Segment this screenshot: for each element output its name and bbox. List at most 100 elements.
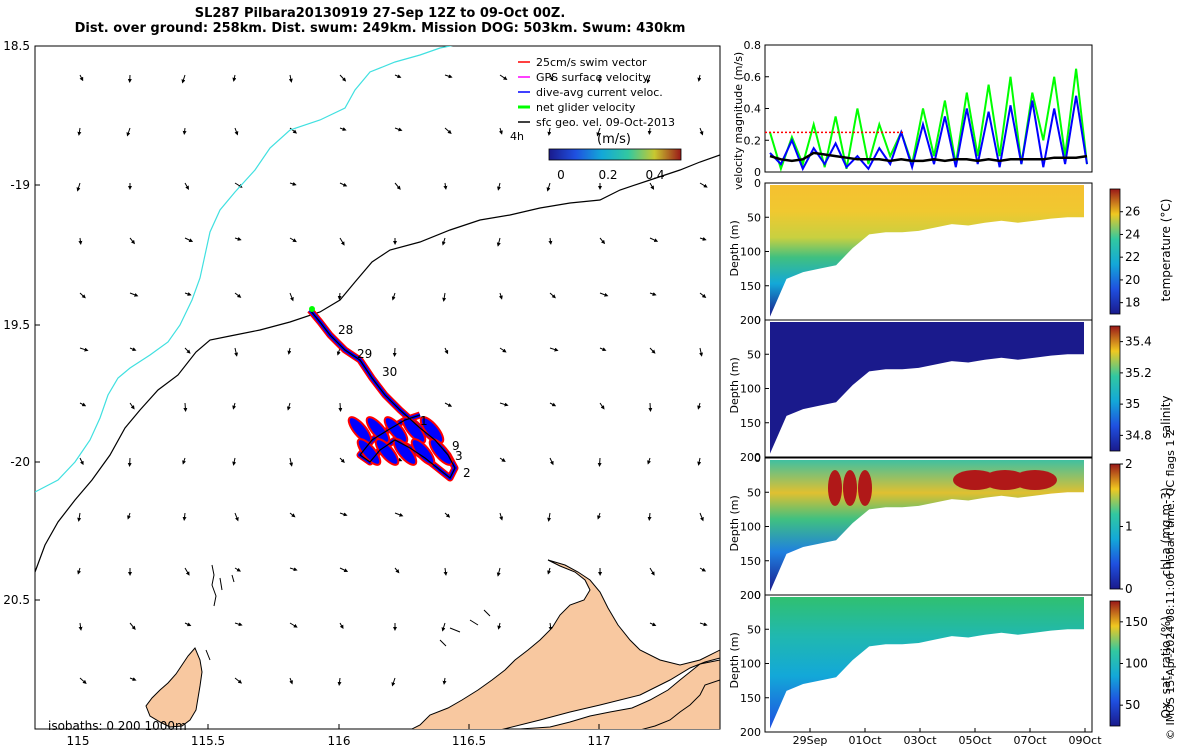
velocity-arrow [78,237,83,245]
depth-ylabel: Depth (m) [728,632,741,688]
day-label: 28 [338,323,353,337]
colorbar-tick: 26 [1125,205,1140,219]
day-label: 3 [455,449,463,463]
legend-entry: net glider velocity [536,101,636,114]
velocity-arrow [498,292,503,300]
velocity-arrow [394,74,402,79]
velocity-arrow [184,182,189,190]
velocity-arrow [444,74,453,79]
glider-path [309,309,456,479]
velocity-arrow [649,237,659,242]
colorbar-tick: 35.4 [1125,335,1152,349]
velocity-ytick: 0.2 [744,134,762,147]
velocity-arrow [599,402,605,410]
title-line-2: Dist. over ground: 258km. Dist. swum: 24… [74,21,686,36]
depth-ylabel: Depth (m) [728,357,741,413]
velocity-arrow [78,622,83,631]
chl-max-patch [843,470,857,506]
legend-entry: sfc geo. vel. 09-Oct-2013 [536,116,675,129]
heatmap-colorbar [1109,188,1121,315]
velocity-arrow [549,402,557,407]
velocity-arrow [646,74,651,84]
velocity-arrow [288,74,293,83]
depth-ytick: 150 [740,417,761,430]
velocity-arrow [289,622,298,628]
velocity-arrow [444,402,453,407]
coastline-land-peninsula [410,559,720,729]
lat-tick-label: 18.5 [3,39,30,53]
velocity-arrow [499,74,508,81]
colorbar-tick: 20 [1125,273,1140,287]
colorbar-tick: 35 [1125,397,1140,411]
velocity-arrow [182,457,186,465]
isobath-1000m [35,46,454,493]
velocity-arrow [184,567,190,576]
time-tick-label: 03Oct [903,734,937,747]
current-vector-cluster [365,416,391,444]
velocity-arrow [289,512,296,518]
velocity-arrow [443,567,448,576]
velocity-arrow [234,622,243,627]
velocity-arrow [289,457,294,467]
colorbar-label: (m/s) [597,132,631,147]
colorbar-tick: 1 [1125,520,1133,534]
velocity-arrow [596,127,601,137]
colorbar-tick: 0 [1125,582,1133,596]
velocity-arrow [647,127,652,135]
velocity-arrow [699,567,707,572]
velocity-arrow [184,292,192,296]
depth-ytick: 200 [740,314,761,327]
isobath-200m [35,154,720,573]
velocity-arrow [699,182,708,188]
velocity-arrow [182,127,187,135]
velocity-arrow [547,512,552,522]
velocity-arrow [647,457,651,465]
depth-ytick: 200 [740,589,761,602]
colorbar-tick: 35.2 [1125,366,1152,380]
velocity-arrow [289,677,293,685]
velocity-arrow [442,677,447,685]
current-vector-cluster [428,438,454,466]
velocity-arrow [77,127,82,136]
time-tick-label: 29Sep [793,734,828,747]
velocity-arrow [599,237,606,245]
velocity-arrow [649,292,657,296]
time-tick-label: 09Oct [1068,734,1102,747]
velocity-arrow [127,512,131,520]
colorbar-tick: 0.2 [598,168,617,182]
heatmap-panel-3: 0 50 100 150 200 Depth (m) 0 1 2 chl-a (mg m-3) [728,452,1173,602]
velocity-arrow [699,622,708,627]
depth-ytick: 0 [754,452,761,465]
islands-small [205,564,491,661]
time-tick-label: 01Oct [848,734,882,747]
velocity-ytick: 0 [754,166,761,179]
velocity-arrow [339,622,344,630]
velocity-arrow [444,512,451,518]
velocity-arrow [79,292,86,299]
velocity-arrow [497,622,502,630]
depth-ytick: 150 [740,692,761,705]
colorbar-tick: 2 [1125,457,1133,471]
chl-max-patch [828,470,842,506]
velocity-arrow [441,237,446,246]
velocity-arrow [444,347,449,355]
velocity-arrow [339,182,348,187]
velocity-arrow [497,182,501,191]
velocity-arrow [499,457,506,462]
velocity-arrow [286,402,291,411]
lat-tick-label: 19.5 [3,318,30,332]
velocity-arrow [76,182,81,192]
velocity-arrow [232,457,237,466]
legend-entry: GPS surface velocity [536,71,649,84]
velocity-arrow [699,236,707,241]
map-panel: 28 29 30 1 9 3 2 18.5 -19 19.5 -20 20.5 … [3,39,721,748]
velocity-arrow [599,347,607,352]
velocity-arrow [234,347,239,357]
heatmap-colorbar [1109,600,1121,727]
colorbar-label: Ox. sat. ratio (%) [1159,616,1173,718]
velocity-arrow [234,236,242,241]
velocity-arrow [599,292,609,297]
velocity-ytick: 0.4 [744,103,762,116]
velocity-arrow [234,292,242,298]
velocity-arrow [649,622,657,627]
